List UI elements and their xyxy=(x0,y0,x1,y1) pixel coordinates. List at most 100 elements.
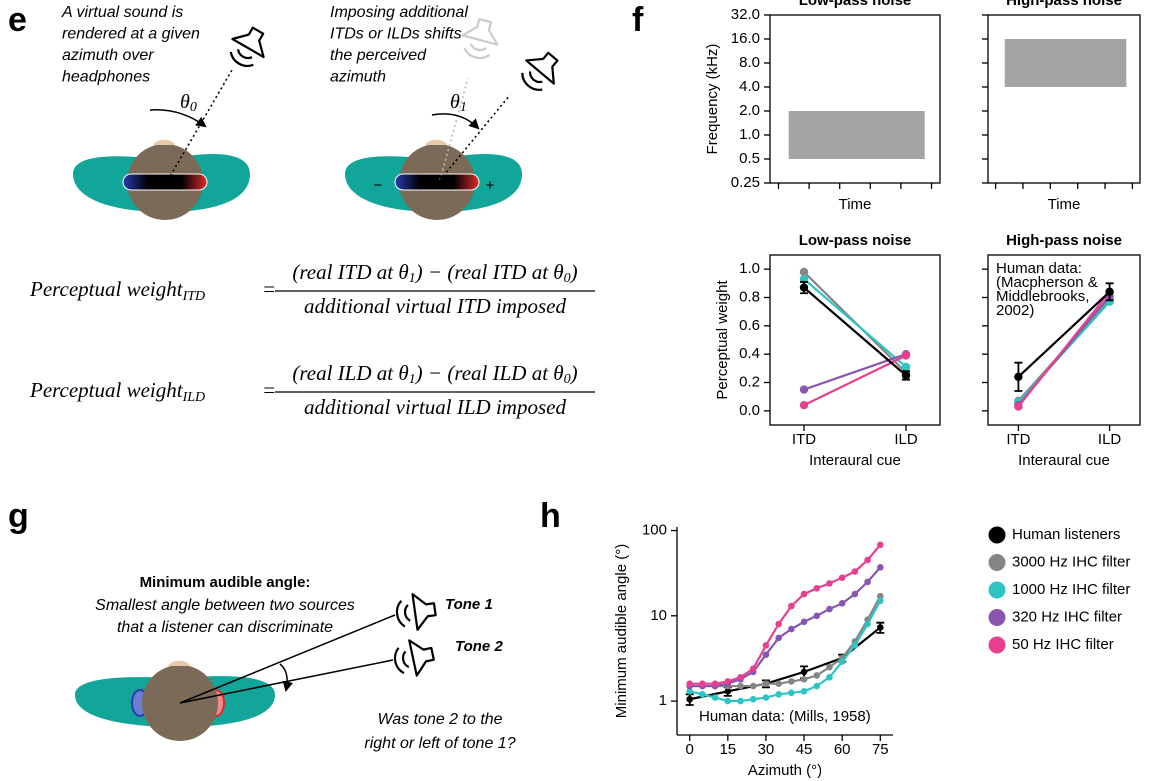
equation-term: ) xyxy=(570,361,578,385)
x-tick-label: 60 xyxy=(834,741,851,758)
data-point xyxy=(749,682,757,690)
chart-title: High-pass noise xyxy=(1006,232,1122,249)
x-axis-label: Interaural cue xyxy=(809,452,901,469)
series-line xyxy=(689,600,882,703)
angle-label: θ1 xyxy=(450,91,467,116)
data-point xyxy=(799,385,809,394)
head-diagram xyxy=(75,660,275,741)
series-line xyxy=(803,353,907,391)
x-tick-label: 15 xyxy=(719,741,736,758)
equation-subscript: ITD xyxy=(182,289,206,304)
x-tick-label: ILD xyxy=(1098,431,1122,448)
data-point xyxy=(749,665,757,672)
noise-band xyxy=(788,111,925,159)
x-axis-label: Time xyxy=(839,196,872,213)
y-tick-label: 1 xyxy=(659,692,667,709)
data-point xyxy=(775,680,782,687)
x-tick-label: 75 xyxy=(872,741,889,758)
caption-line: headphones xyxy=(62,69,150,86)
caption-line: ITDs or ILDs shifts xyxy=(330,26,462,43)
data-point xyxy=(864,578,871,586)
series-line xyxy=(1017,291,1111,408)
angle-symbol: θ xyxy=(180,91,190,113)
noise-band xyxy=(1004,39,1127,87)
panel-label: e xyxy=(8,1,27,39)
y-tick-label: 32.0 xyxy=(731,6,760,23)
y-tick-label: 100 xyxy=(642,521,667,538)
data-point xyxy=(737,673,744,681)
annotation: Middlebrooks, xyxy=(996,288,1089,305)
y-tick-label: 0.6 xyxy=(739,317,760,334)
equation-subscript: 0 xyxy=(564,271,571,286)
x-tick-label: 45 xyxy=(796,741,813,758)
angle-arrow xyxy=(149,109,207,128)
equation-equals: = xyxy=(262,277,276,301)
data-point xyxy=(813,585,821,592)
task-question: right or left of tone 1? xyxy=(364,735,515,752)
legend-label: 3000 Hz IHC filter xyxy=(1012,553,1130,570)
series-line xyxy=(803,286,907,377)
legend-marker xyxy=(988,554,1006,571)
data-point xyxy=(800,688,808,695)
data-point xyxy=(775,620,782,628)
legend-label: 1000 Hz IHC filter xyxy=(1012,581,1130,598)
series-line xyxy=(803,354,907,407)
equation-numerator: (real ITD at θ1) − (real ITD at θ0) xyxy=(292,260,577,286)
data-point xyxy=(1014,372,1023,382)
data-point xyxy=(800,590,808,598)
series-line xyxy=(689,566,882,688)
y-tick-label: 0.4 xyxy=(739,345,760,362)
plot-frame xyxy=(987,254,1141,426)
data-point xyxy=(724,678,732,685)
task-title: Minimum audible angle: xyxy=(140,574,311,591)
data-point xyxy=(876,592,884,600)
equation-term: Perceptual weight xyxy=(29,277,184,301)
legend-marker xyxy=(988,581,1006,599)
equation-term: ) − (real ITD at θ xyxy=(415,260,564,284)
x-tick-label: ITD xyxy=(792,431,816,448)
angle-label: θ0 xyxy=(180,91,197,116)
data-point xyxy=(876,564,884,571)
y-axis-label: Perceptual weight xyxy=(714,280,731,400)
equation-denominator: additional virtual ITD imposed xyxy=(304,294,566,318)
ild-sign: − xyxy=(374,177,383,194)
data-point xyxy=(711,680,719,687)
data-point xyxy=(762,642,770,649)
y-tick-label: 1.0 xyxy=(739,260,760,277)
data-point xyxy=(876,597,884,605)
y-tick-label: 0.25 xyxy=(731,174,760,191)
data-point xyxy=(813,682,821,690)
source-line xyxy=(179,614,396,704)
equation-term: ) − (real ILD at θ xyxy=(415,361,564,385)
x-tick-label: ITD xyxy=(1006,431,1030,448)
y-tick-label: 1.0 xyxy=(739,126,760,143)
series-line xyxy=(1017,291,1111,378)
data-point xyxy=(826,605,833,613)
annotation: Human data: (Mills, 1958) xyxy=(699,708,871,725)
data-point xyxy=(901,362,911,372)
y-tick-label: 0.2 xyxy=(739,373,760,390)
equation-lhs: Perceptual weightILD xyxy=(29,378,205,405)
y-tick-label: 0.5 xyxy=(739,150,760,167)
angle-arrow xyxy=(431,113,480,130)
data-point xyxy=(826,663,833,671)
plot-frame xyxy=(769,254,941,426)
legend-label: 320 Hz IHC filter xyxy=(1012,608,1122,625)
speaker-icon xyxy=(456,14,504,64)
chart-title: High-pass noise xyxy=(1006,0,1122,9)
data-point xyxy=(775,691,782,698)
data-point xyxy=(788,689,795,697)
tone-label: Tone 1 xyxy=(445,596,493,613)
task-question: Was tone 2 to the xyxy=(377,711,502,728)
x-axis-label: Interaural cue xyxy=(1018,452,1110,469)
ild-sign: + xyxy=(486,177,495,194)
y-axis-label: Minimum audible angle (°) xyxy=(613,544,630,718)
data-point xyxy=(788,602,795,610)
series-line xyxy=(689,595,882,688)
y-tick-label: 16.0 xyxy=(731,30,760,47)
panel-label: f xyxy=(632,1,644,39)
caption-line: A virtual sound is xyxy=(61,4,183,21)
x-tick-label: 0 xyxy=(686,741,694,758)
equation-subscript: 1 xyxy=(409,372,416,387)
annotation: Human data: xyxy=(996,260,1082,277)
